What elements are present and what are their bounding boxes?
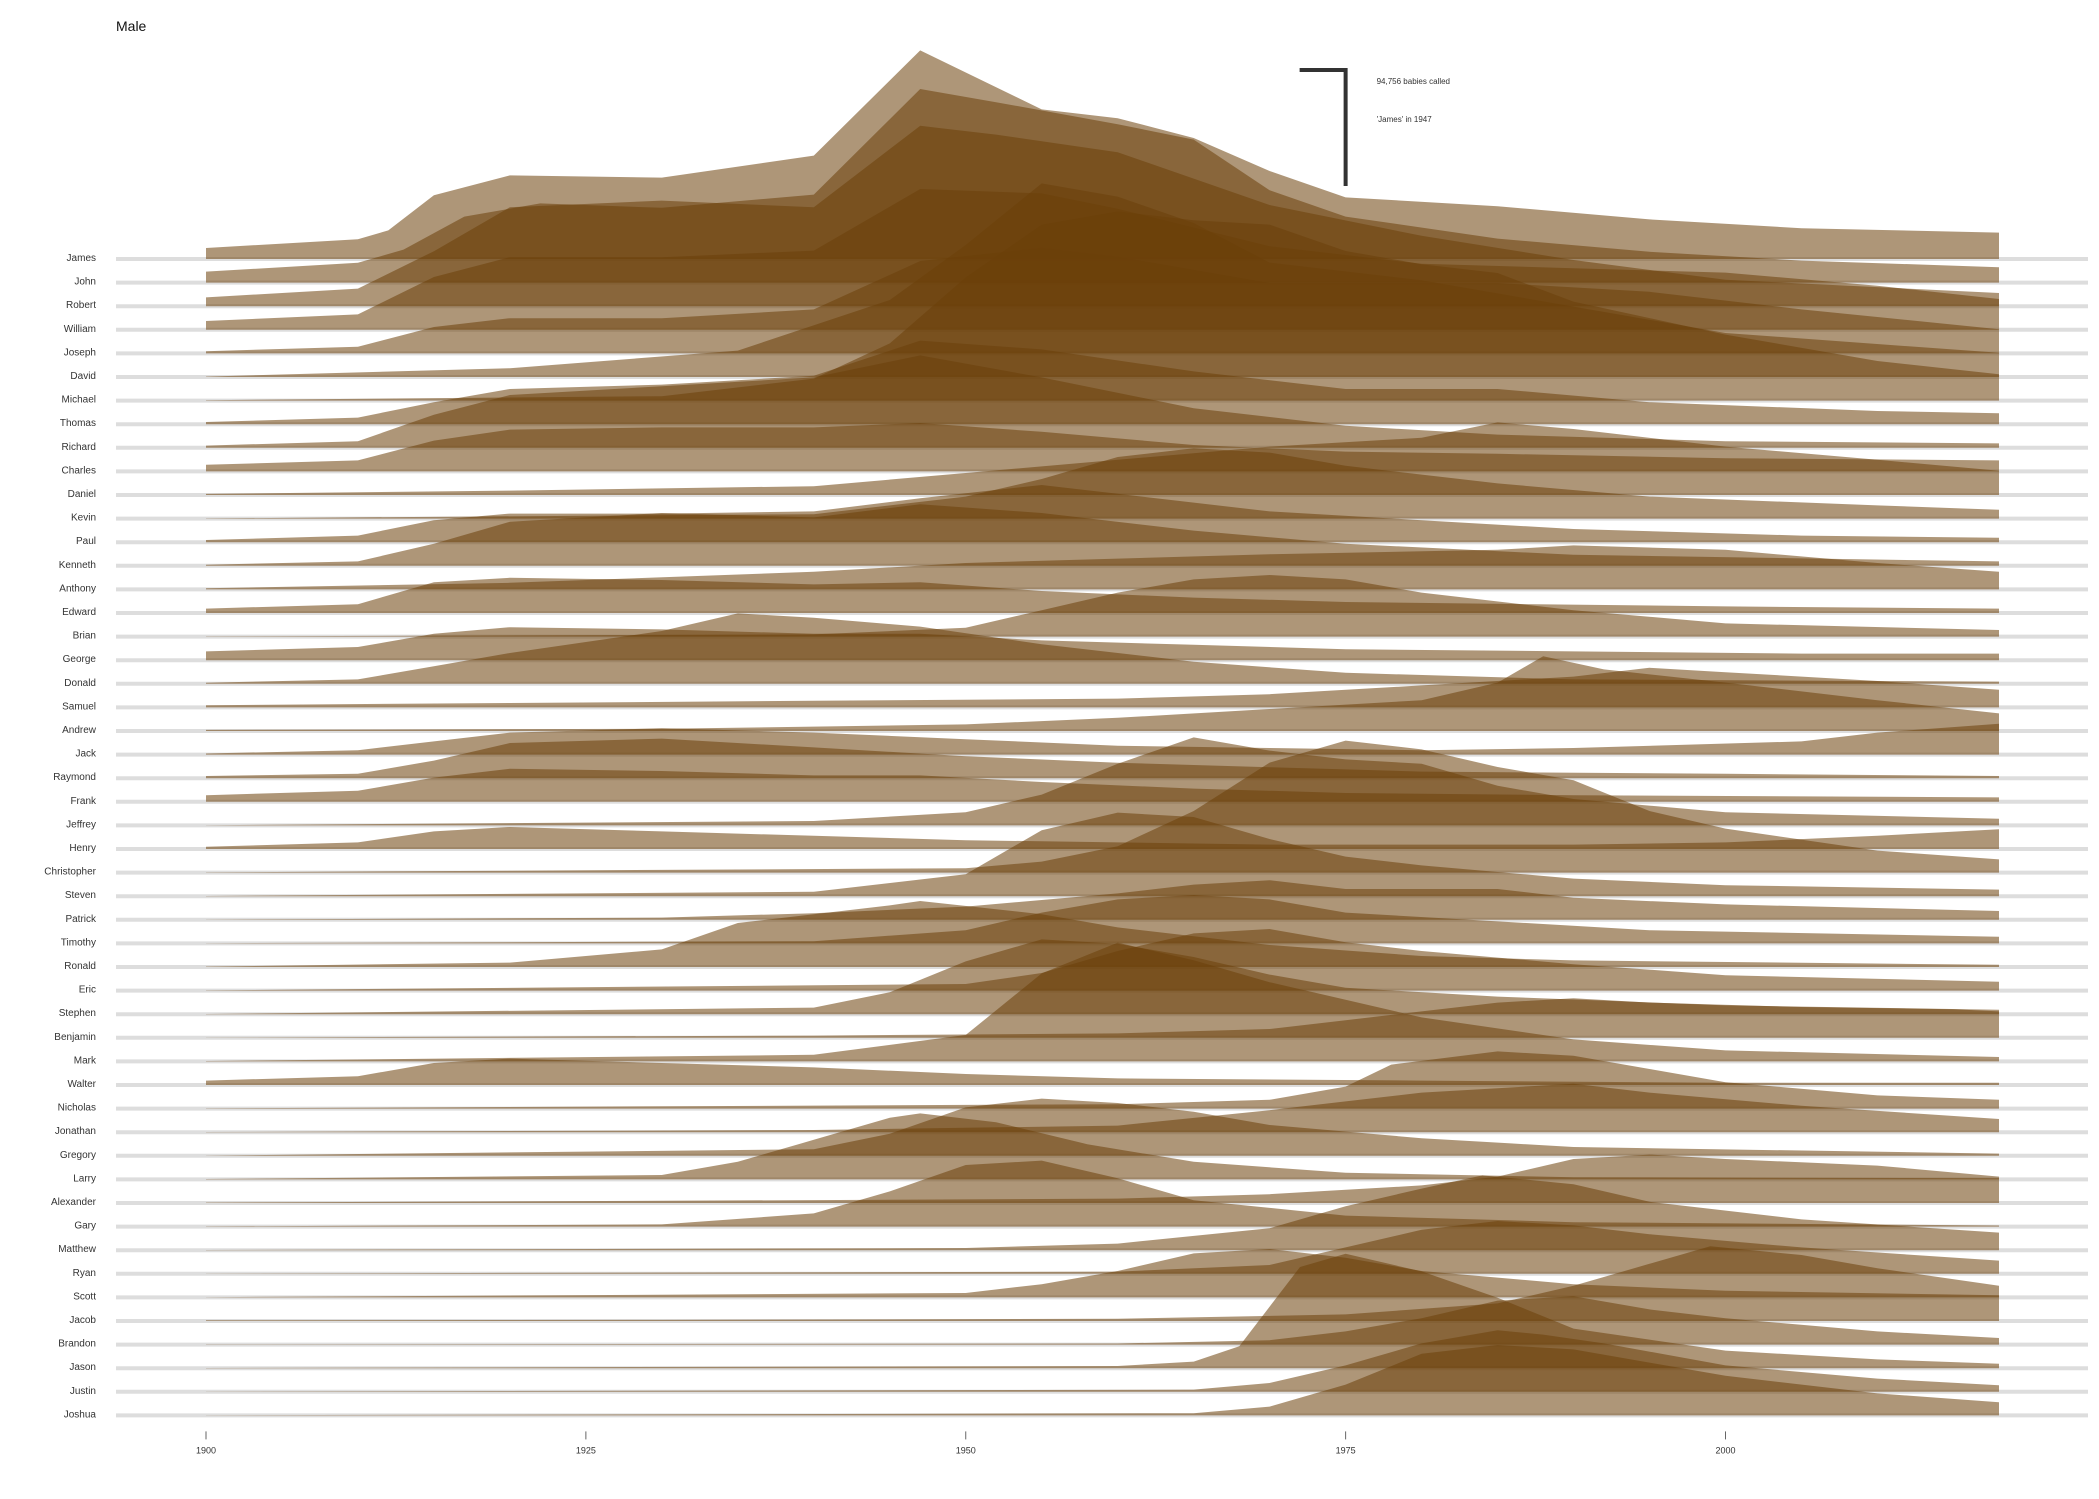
- chart-title: Male: [116, 18, 147, 34]
- ridge-label-christopher: Christopher: [44, 867, 96, 878]
- ridge-area-jeffrey: [206, 737, 1999, 826]
- ridge-label-nicholas: Nicholas: [58, 1103, 96, 1114]
- ridge-label-jonathan: Jonathan: [55, 1126, 96, 1137]
- ridge-label-matthew: Matthew: [58, 1244, 97, 1255]
- x-tick-label-1975: 1975: [1336, 1445, 1356, 1455]
- ridge-area-larry: [206, 1113, 1999, 1180]
- annotation-text-line-2: 'James' in 1947: [1377, 115, 1433, 124]
- ridge-label-alexander: Alexander: [51, 1197, 97, 1208]
- ridge-label-timothy: Timothy: [61, 937, 96, 948]
- ridge-label-joshua: Joshua: [64, 1409, 97, 1420]
- annotation-text-line-1: 94,756 babies called: [1377, 77, 1450, 86]
- ridge-area-nicholas: [206, 1051, 1999, 1109]
- ridge-label-thomas: Thomas: [60, 418, 96, 429]
- ridge-area-patrick: [206, 880, 1999, 920]
- ridge-label-george: George: [63, 654, 97, 665]
- ridge-label-anthony: Anthony: [59, 583, 96, 594]
- ridge-label-kenneth: Kenneth: [59, 560, 96, 571]
- x-tick-label-1950: 1950: [956, 1445, 976, 1455]
- ridge-label-edward: Edward: [62, 607, 96, 618]
- ridge-label-brian: Brian: [73, 631, 96, 642]
- ridge-label-james: James: [67, 253, 96, 264]
- ridge-label-charles: Charles: [62, 465, 96, 476]
- ridge-label-scott: Scott: [73, 1291, 96, 1302]
- x-axis: 1900 1925 1950 1975 2000: [196, 1431, 1736, 1455]
- ridge-label-larry: Larry: [73, 1173, 96, 1184]
- ridge-label-andrew: Andrew: [62, 725, 97, 736]
- ridge-label-samuel: Samuel: [62, 701, 96, 712]
- annotation-bracket: [1299, 68, 1348, 186]
- ridge-area-donald: [206, 613, 1999, 684]
- ridge-label-kevin: Kevin: [71, 513, 96, 524]
- ridge-area-andrew: [206, 656, 1999, 731]
- ridge-area-gary: [206, 1160, 1999, 1227]
- ridge-label-brandon: Brandon: [58, 1339, 96, 1350]
- ridge-area-jack: [206, 723, 1999, 755]
- ridge-label-david: David: [70, 371, 96, 382]
- ridge-label-ronald: Ronald: [64, 961, 96, 972]
- ridge-area-walter: [206, 1058, 1999, 1085]
- ridge-label-jason: Jason: [69, 1362, 96, 1373]
- ridge-area-christopher: [206, 740, 1999, 873]
- ridge-label-group: James John Robert William Joseph David Michael…: [44, 253, 97, 1420]
- ridge-label-paul: Paul: [76, 536, 96, 547]
- ridge-label-steven: Steven: [65, 890, 96, 901]
- ridge-label-eric: Eric: [79, 985, 96, 996]
- ridge-label-robert: Robert: [66, 300, 96, 311]
- ridge-area-james: [206, 50, 1999, 260]
- ridge-area-samuel: [206, 667, 1999, 708]
- ridge-label-donald: Donald: [64, 678, 96, 689]
- ridge-label-benjamin: Benjamin: [54, 1032, 96, 1043]
- x-tick-label-1900: 1900: [196, 1445, 216, 1455]
- ridge-label-richard: Richard: [62, 442, 96, 453]
- ridge-area-jacob: [206, 1246, 1999, 1321]
- ridge-label-ryan: Ryan: [73, 1268, 96, 1279]
- ridge-label-patrick: Patrick: [65, 914, 97, 925]
- ridge-label-gregory: Gregory: [60, 1150, 96, 1161]
- ridge-area-group: [206, 50, 1999, 1416]
- ridge-label-jeffrey: Jeffrey: [66, 819, 96, 830]
- x-tick-label-1925: 1925: [576, 1445, 596, 1455]
- ridge-label-justin: Justin: [70, 1386, 96, 1397]
- ridge-label-jack: Jack: [75, 749, 97, 760]
- ridge-area-scott: [206, 1249, 1999, 1298]
- ridge-label-stephen: Stephen: [59, 1008, 96, 1019]
- ridge-label-john: John: [74, 277, 96, 288]
- ridge-area-henry: [206, 827, 1999, 849]
- ridge-label-jacob: Jacob: [69, 1315, 96, 1326]
- annotation: 94,756 babies called 'James' in 1947: [1299, 68, 1450, 186]
- ridge-label-william: William: [64, 324, 96, 335]
- ridge-label-daniel: Daniel: [68, 489, 96, 500]
- ridge-label-michael: Michael: [62, 395, 96, 406]
- ridge-label-frank: Frank: [70, 796, 97, 807]
- ridge-label-raymond: Raymond: [53, 772, 96, 783]
- ridge-label-mark: Mark: [74, 1055, 97, 1066]
- ridge-area-alexander: [206, 1154, 1999, 1203]
- ridge-label-henry: Henry: [69, 843, 96, 854]
- x-tick-label-2000: 2000: [1715, 1445, 1735, 1455]
- ridge-label-walter: Walter: [67, 1079, 96, 1090]
- ridge-label-gary: Gary: [74, 1221, 96, 1232]
- ridge-label-joseph: Joseph: [64, 347, 96, 358]
